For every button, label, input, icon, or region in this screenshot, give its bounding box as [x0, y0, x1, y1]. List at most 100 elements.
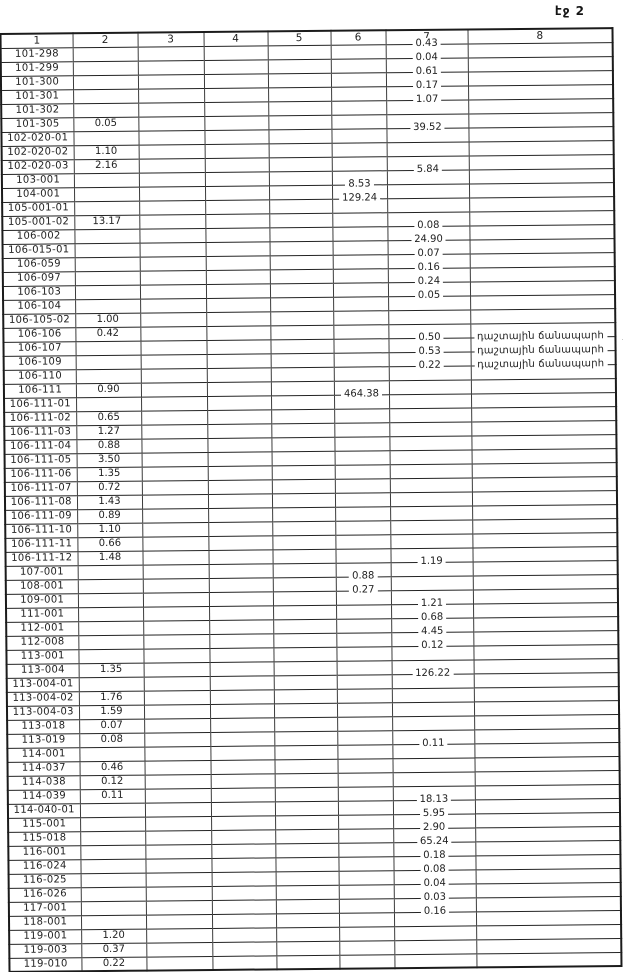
cell-value: 0.66 [98, 537, 122, 550]
value-cell [389, 435, 472, 451]
code-cell: 106-111-04 [4, 439, 77, 454]
note-cell [474, 728, 620, 744]
value-cell [209, 703, 275, 718]
value-cell [203, 73, 269, 89]
note-cell [470, 378, 616, 394]
value-cell: 126.22 [391, 667, 474, 689]
value-cell [330, 44, 386, 59]
value-cell [391, 687, 474, 703]
value-cell [271, 492, 336, 508]
value-cell [275, 870, 339, 886]
value-cell [73, 186, 140, 202]
row-code: 102-020-02 [7, 146, 69, 158]
value-cell: 13.17 [74, 214, 140, 230]
note-cell [469, 210, 615, 226]
value-cell [269, 240, 333, 256]
value-cell [210, 759, 275, 774]
value-cell [268, 86, 332, 102]
row-code: 104-001 [16, 188, 61, 200]
value-cell [204, 87, 269, 103]
value-cell [388, 309, 471, 325]
value-cell [332, 254, 388, 269]
value-cell [72, 46, 138, 62]
note-cell [476, 938, 622, 954]
cell-value: 0.24 [414, 275, 444, 287]
value-cell: 0.90 [75, 382, 141, 398]
code-cell: 119-010 [9, 957, 82, 972]
value-cell: 1.48 [77, 550, 143, 566]
value-cell [338, 884, 394, 899]
row-code: 106-111-02 [9, 412, 72, 424]
value-cell [73, 130, 139, 146]
row-code: 106-109 [17, 356, 62, 368]
value-cell [211, 843, 276, 858]
value-cell: 39.52 [386, 121, 469, 143]
note-cell [474, 798, 621, 814]
value-cell [142, 521, 209, 537]
value-cell [331, 142, 387, 157]
code-cell: 119-003 [9, 943, 82, 958]
value-cell: 5.84 [386, 163, 469, 185]
value-cell: 0.72 [76, 480, 142, 496]
cell-value: 5.95 [419, 807, 449, 819]
cell-value: 0.11 [101, 789, 124, 802]
value-cell [394, 953, 477, 969]
code-cell: 116-024 [8, 859, 81, 874]
value-cell [335, 548, 391, 563]
value-cell [392, 757, 475, 773]
value-cell [337, 772, 393, 787]
column-header-2: 2 [72, 32, 138, 48]
value-cell [334, 464, 390, 479]
note-cell [475, 854, 621, 870]
code-cell: 106-111-06 [4, 467, 77, 482]
cell-value: 0.68 [417, 611, 447, 623]
code-cell: 112-008 [6, 635, 79, 650]
cell-value: 0.88 [97, 439, 121, 452]
value-cell [336, 674, 392, 689]
value-cell [145, 913, 213, 929]
row-code: 101-299 [15, 62, 60, 74]
code-cell: 106-111-09 [5, 509, 78, 524]
value-cell [338, 828, 394, 843]
row-code: 106-104 [17, 300, 62, 312]
code-cell: 106-107 [3, 341, 76, 356]
note-cell [474, 784, 620, 800]
value-cell [270, 366, 334, 382]
note-cell [475, 826, 621, 842]
row-code: 106-097 [17, 272, 62, 284]
row-code: 106-111-07 [10, 482, 72, 494]
code-cell: 106-111-08 [4, 495, 78, 510]
value-cell: 0.89 [77, 508, 143, 524]
value-cell [209, 619, 274, 634]
row-code: 101-305 [15, 118, 60, 130]
value-cell [207, 409, 272, 424]
row-code: 116-024 [22, 860, 67, 872]
value-cell [142, 563, 209, 579]
value-cell [209, 689, 274, 704]
value-cell [391, 701, 475, 717]
value-cell [272, 534, 336, 550]
row-code: 106-015-01 [8, 244, 70, 256]
value-cell [143, 703, 211, 719]
code-cell: 106-111-07 [4, 481, 77, 496]
cell-value: 0.03 [420, 891, 449, 903]
value-cell [332, 282, 389, 297]
note-cell [472, 588, 618, 604]
note-cell [474, 756, 620, 772]
cell-value: 0.22 [415, 359, 444, 371]
row-code: 114-037 [21, 762, 66, 774]
value-cell [268, 114, 332, 130]
value-cell [275, 814, 339, 830]
value-cell [271, 464, 335, 480]
cell-value: 1.35 [98, 467, 121, 480]
note-cell [469, 238, 615, 254]
cell-value: 0.42 [96, 327, 120, 340]
row-code: 106-111-11 [11, 538, 73, 550]
row-code: 106-002 [16, 230, 61, 242]
value-cell [78, 620, 144, 636]
value-cell: 0.12 [391, 639, 474, 661]
value-cell [141, 465, 208, 481]
column-header-6: 6 [330, 30, 386, 45]
cell-value: 2.16 [95, 159, 118, 172]
cell-value: 0.50 [415, 331, 444, 343]
